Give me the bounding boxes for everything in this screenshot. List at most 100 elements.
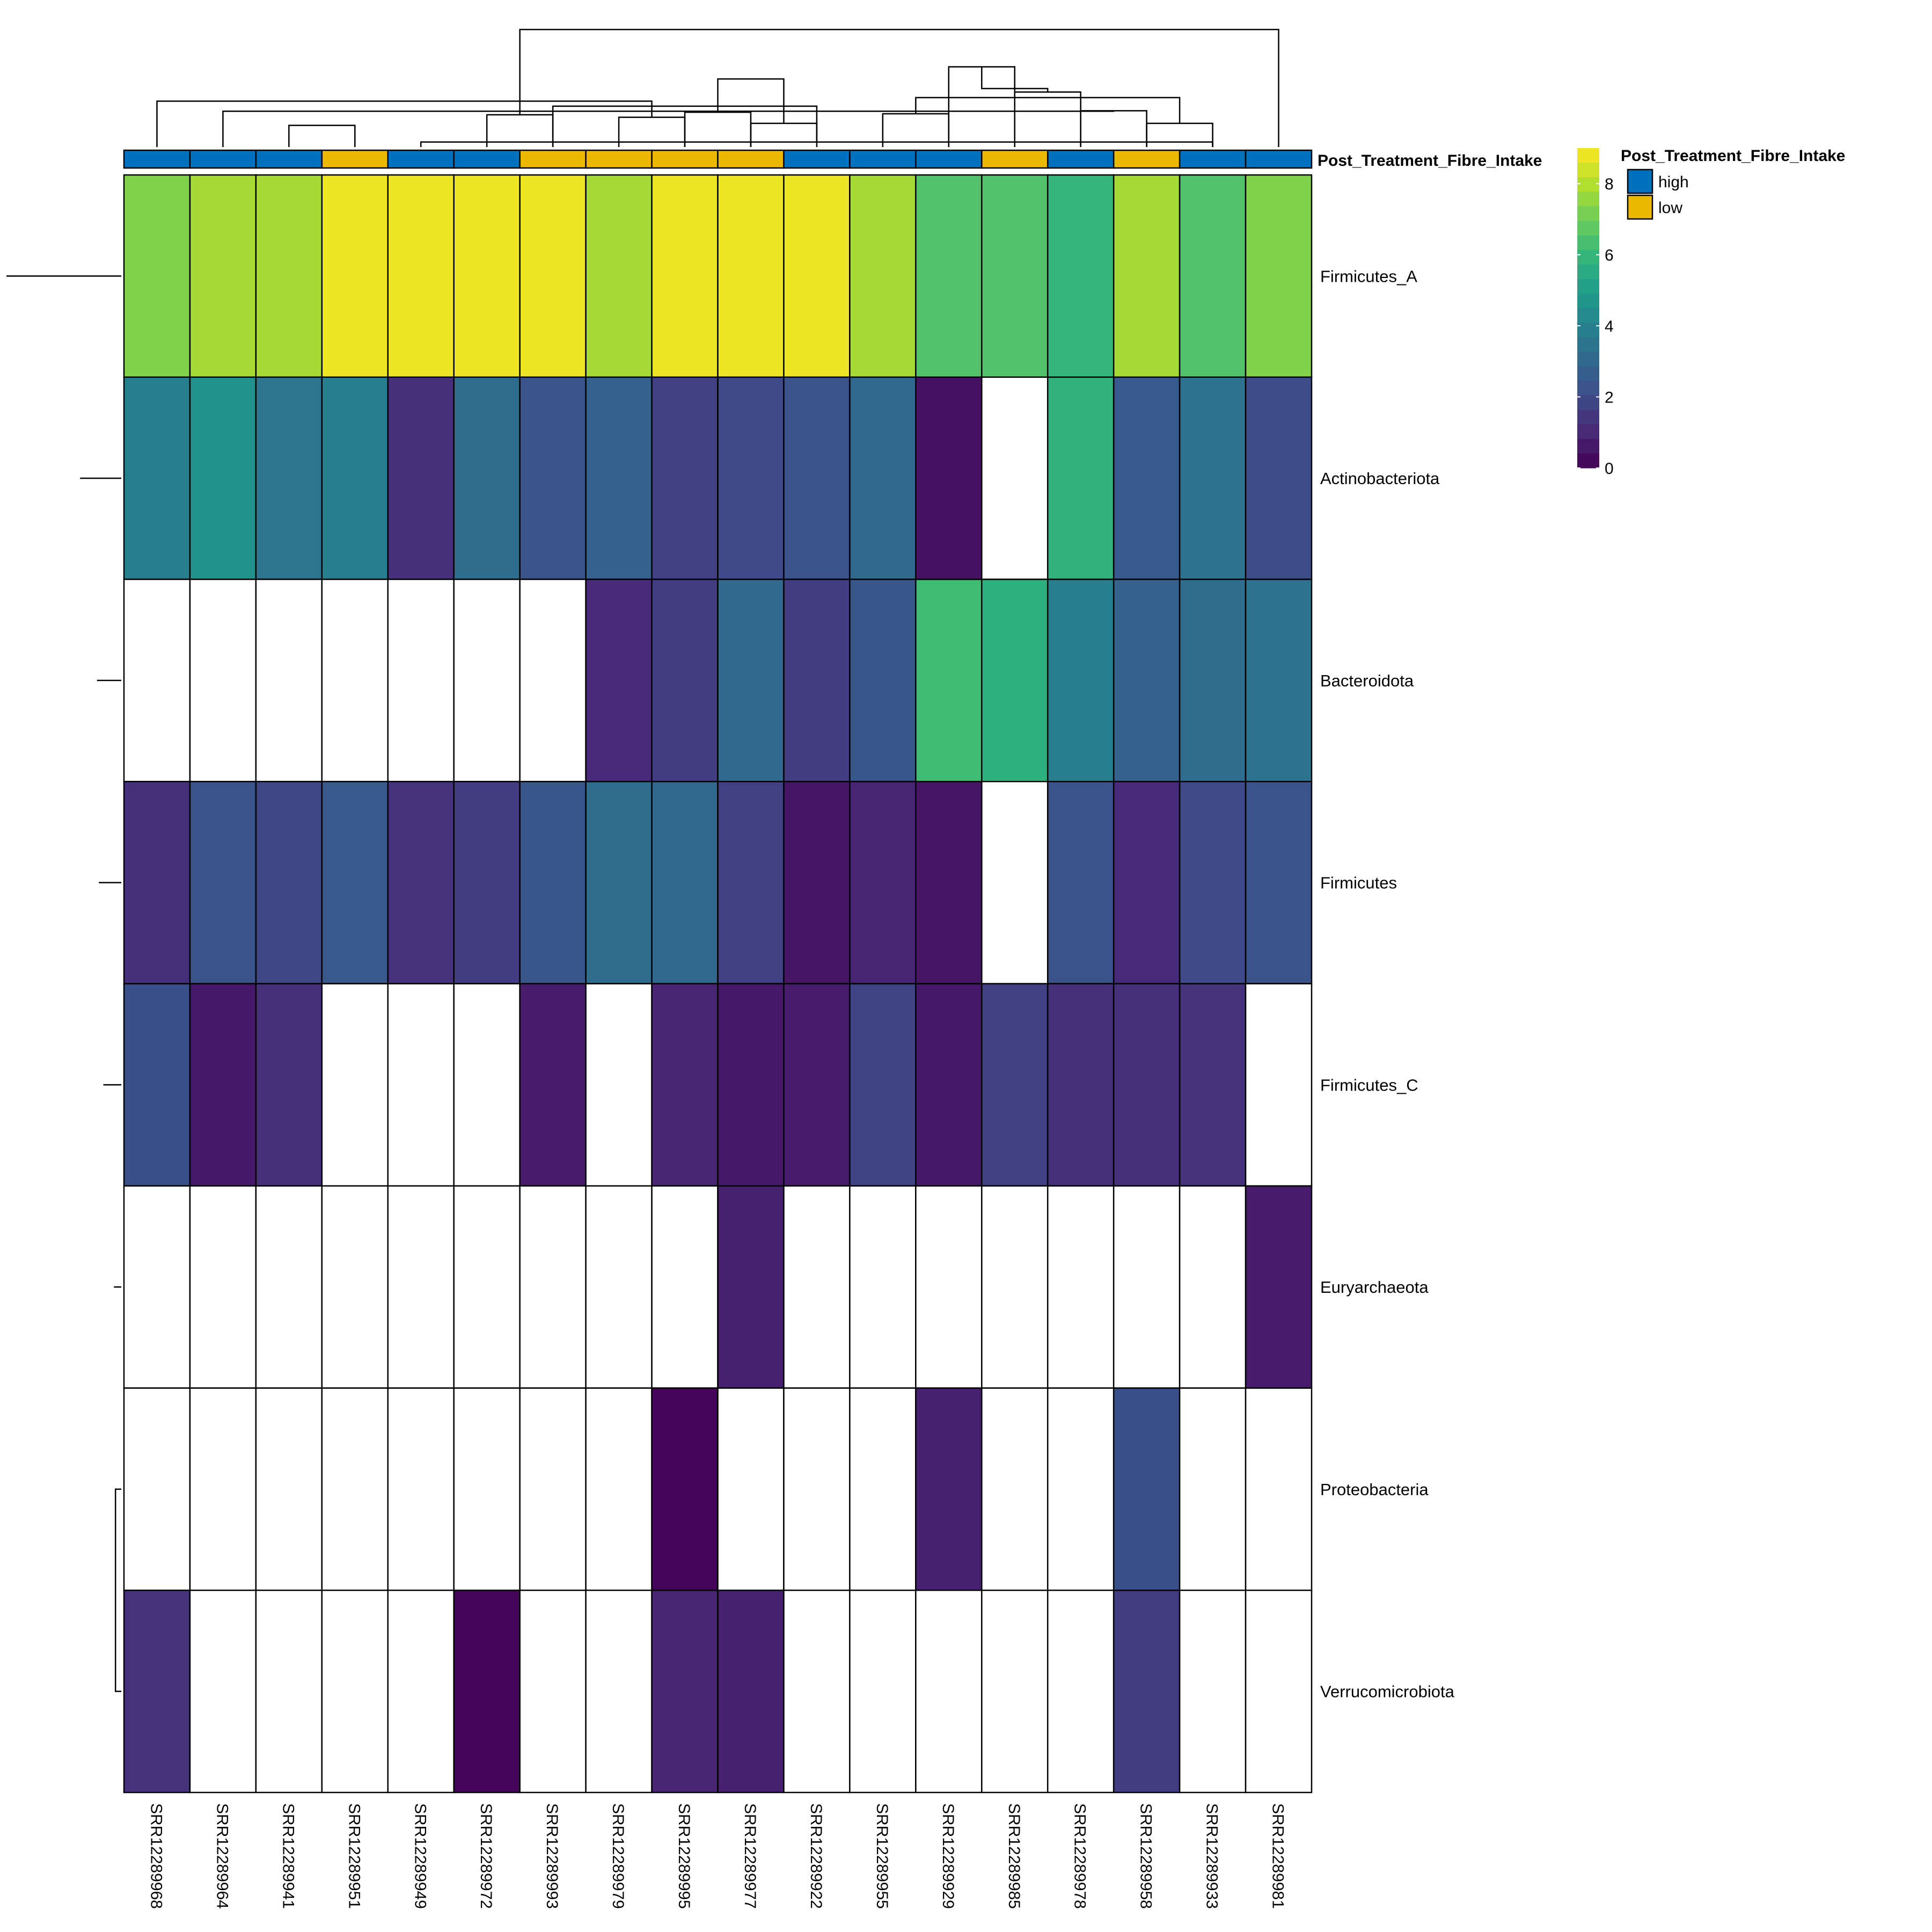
- heatmap-cell: [915, 1185, 983, 1389]
- heatmap-cell: [783, 1590, 851, 1794]
- heatmap-cell: [981, 376, 1049, 580]
- heatmap-cell: [717, 983, 785, 1187]
- heatmap-cell: [585, 1590, 653, 1794]
- heatmap-cell: [1113, 1185, 1181, 1389]
- heatmap-cell: [1245, 781, 1313, 985]
- heatmap-cell: [849, 1185, 917, 1389]
- heatmap-cell: [1245, 983, 1313, 1187]
- colorbar-segment: [1577, 235, 1599, 251]
- column-label: SRR12289933: [1203, 1803, 1221, 1909]
- dendrogram-branch: [1146, 122, 1213, 147]
- heatmap-cell: [783, 579, 851, 782]
- colorbar-segment: [1577, 206, 1599, 222]
- heatmap-cell: [1046, 1185, 1115, 1389]
- dendrogram-branch: [288, 125, 356, 147]
- heatmap-cell: [1046, 983, 1115, 1187]
- heatmap-cell: [981, 983, 1049, 1187]
- heatmap-cell: [1179, 1590, 1247, 1794]
- heatmap-cell: [585, 1185, 653, 1389]
- legend-label-low: low: [1658, 199, 1682, 217]
- colorbar-segment: [1577, 279, 1599, 294]
- column-label: SRR12289955: [873, 1803, 891, 1909]
- annotation-cell-low: [1113, 149, 1181, 169]
- heatmap-cell: [189, 1590, 257, 1794]
- heatmap-cell: [1179, 376, 1247, 580]
- dendrogram-branch: [552, 105, 818, 147]
- column-label: SRR12289985: [1005, 1803, 1023, 1909]
- row-label: Bacteroidota: [1320, 671, 1414, 690]
- heatmap-cell: [1245, 1185, 1313, 1389]
- heatmap-cell: [783, 174, 851, 378]
- annotation-cell-high: [849, 149, 917, 169]
- heatmap-cell: [519, 1387, 587, 1591]
- heatmap-cell: [1046, 1387, 1115, 1591]
- annotation-cell-high: [783, 149, 851, 169]
- heatmap-cell: [717, 1387, 785, 1591]
- heatmap-cell: [1046, 174, 1115, 378]
- heatmap-cell: [651, 983, 719, 1187]
- heatmap-cell: [915, 1387, 983, 1591]
- heatmap-cell: [915, 781, 983, 985]
- heatmap-cell: [189, 174, 257, 378]
- dendrogram-branch: [1014, 91, 1081, 147]
- heatmap-cell: [981, 174, 1049, 378]
- colorbar-segment: [1577, 293, 1599, 309]
- annotation-cell-high: [123, 149, 191, 169]
- heatmap-cell: [453, 376, 521, 580]
- colorbar-segment: [1577, 177, 1599, 192]
- annotation-cell-high: [915, 149, 983, 169]
- row-label: Proteobacteria: [1320, 1480, 1429, 1499]
- heatmap-cell: [189, 983, 257, 1187]
- heatmap-cell: [189, 579, 257, 782]
- heatmap-cell: [519, 174, 587, 378]
- legend-title: Post_Treatment_Fibre_Intake: [1621, 147, 1846, 165]
- heatmap-cell: [123, 174, 191, 378]
- colorbar-segment: [1577, 395, 1599, 411]
- annotation-cell-low: [519, 149, 587, 169]
- heatmap-cell: [321, 781, 389, 985]
- heatmap-cell: [1113, 376, 1181, 580]
- heatmap-cell: [981, 781, 1049, 985]
- colorbar-segment: [1577, 453, 1599, 469]
- colorbar-segment: [1577, 366, 1599, 382]
- row-label: Verrucomicrobiota: [1320, 1682, 1455, 1701]
- heatmap-cell: [453, 579, 521, 782]
- heatmap-cell: [189, 376, 257, 580]
- heatmap-cell: [783, 1185, 851, 1389]
- heatmap-cell: [255, 983, 323, 1187]
- heatmap-cell: [1179, 1185, 1247, 1389]
- heatmap-cell: [1245, 376, 1313, 580]
- heatmap-cell: [915, 579, 983, 782]
- heatmap-cell: [519, 1590, 587, 1794]
- column-label: SRR12289972: [477, 1803, 495, 1909]
- colorbar-tick-label: 4: [1605, 318, 1614, 335]
- heatmap-cell: [915, 1590, 983, 1794]
- heatmap-cell: [255, 1590, 323, 1794]
- heatmap-cell: [387, 781, 455, 985]
- heatmap-cell: [1245, 579, 1313, 782]
- heatmap-cell: [651, 1185, 719, 1389]
- heatmap-cell: [915, 983, 983, 1187]
- annotation-cell-low: [651, 149, 719, 169]
- annotation-cell-high: [1046, 149, 1115, 169]
- heatmap-cell: [453, 1185, 521, 1389]
- column-label: SRR12289922: [807, 1803, 825, 1909]
- heatmap-cell: [651, 1387, 719, 1591]
- heatmap-cell: [453, 781, 521, 985]
- heatmap-cell: [321, 174, 389, 378]
- heatmap-cell: [783, 781, 851, 985]
- group-legend: Post_Treatment_Fibre_Intake high low: [1621, 147, 1846, 220]
- heatmap-cell: [519, 579, 587, 782]
- annotation-cell-high: [189, 149, 257, 169]
- colorbar-segment: [1577, 250, 1599, 265]
- dendrogram-branch: [114, 1488, 121, 1692]
- annotation-cell-low: [321, 149, 389, 169]
- column-label: SRR12289964: [213, 1803, 231, 1909]
- colorbar-segment: [1577, 438, 1599, 454]
- heatmap-cell: [849, 1590, 917, 1794]
- colorbar-tick-label: 8: [1605, 175, 1614, 193]
- row-labels: Firmicutes_A Actinobacteriota Bacteroidota…: [1320, 267, 1455, 1701]
- heatmap-cell: [783, 983, 851, 1187]
- annotation-cell-high: [255, 149, 323, 169]
- dendrogram-branch: [750, 122, 818, 147]
